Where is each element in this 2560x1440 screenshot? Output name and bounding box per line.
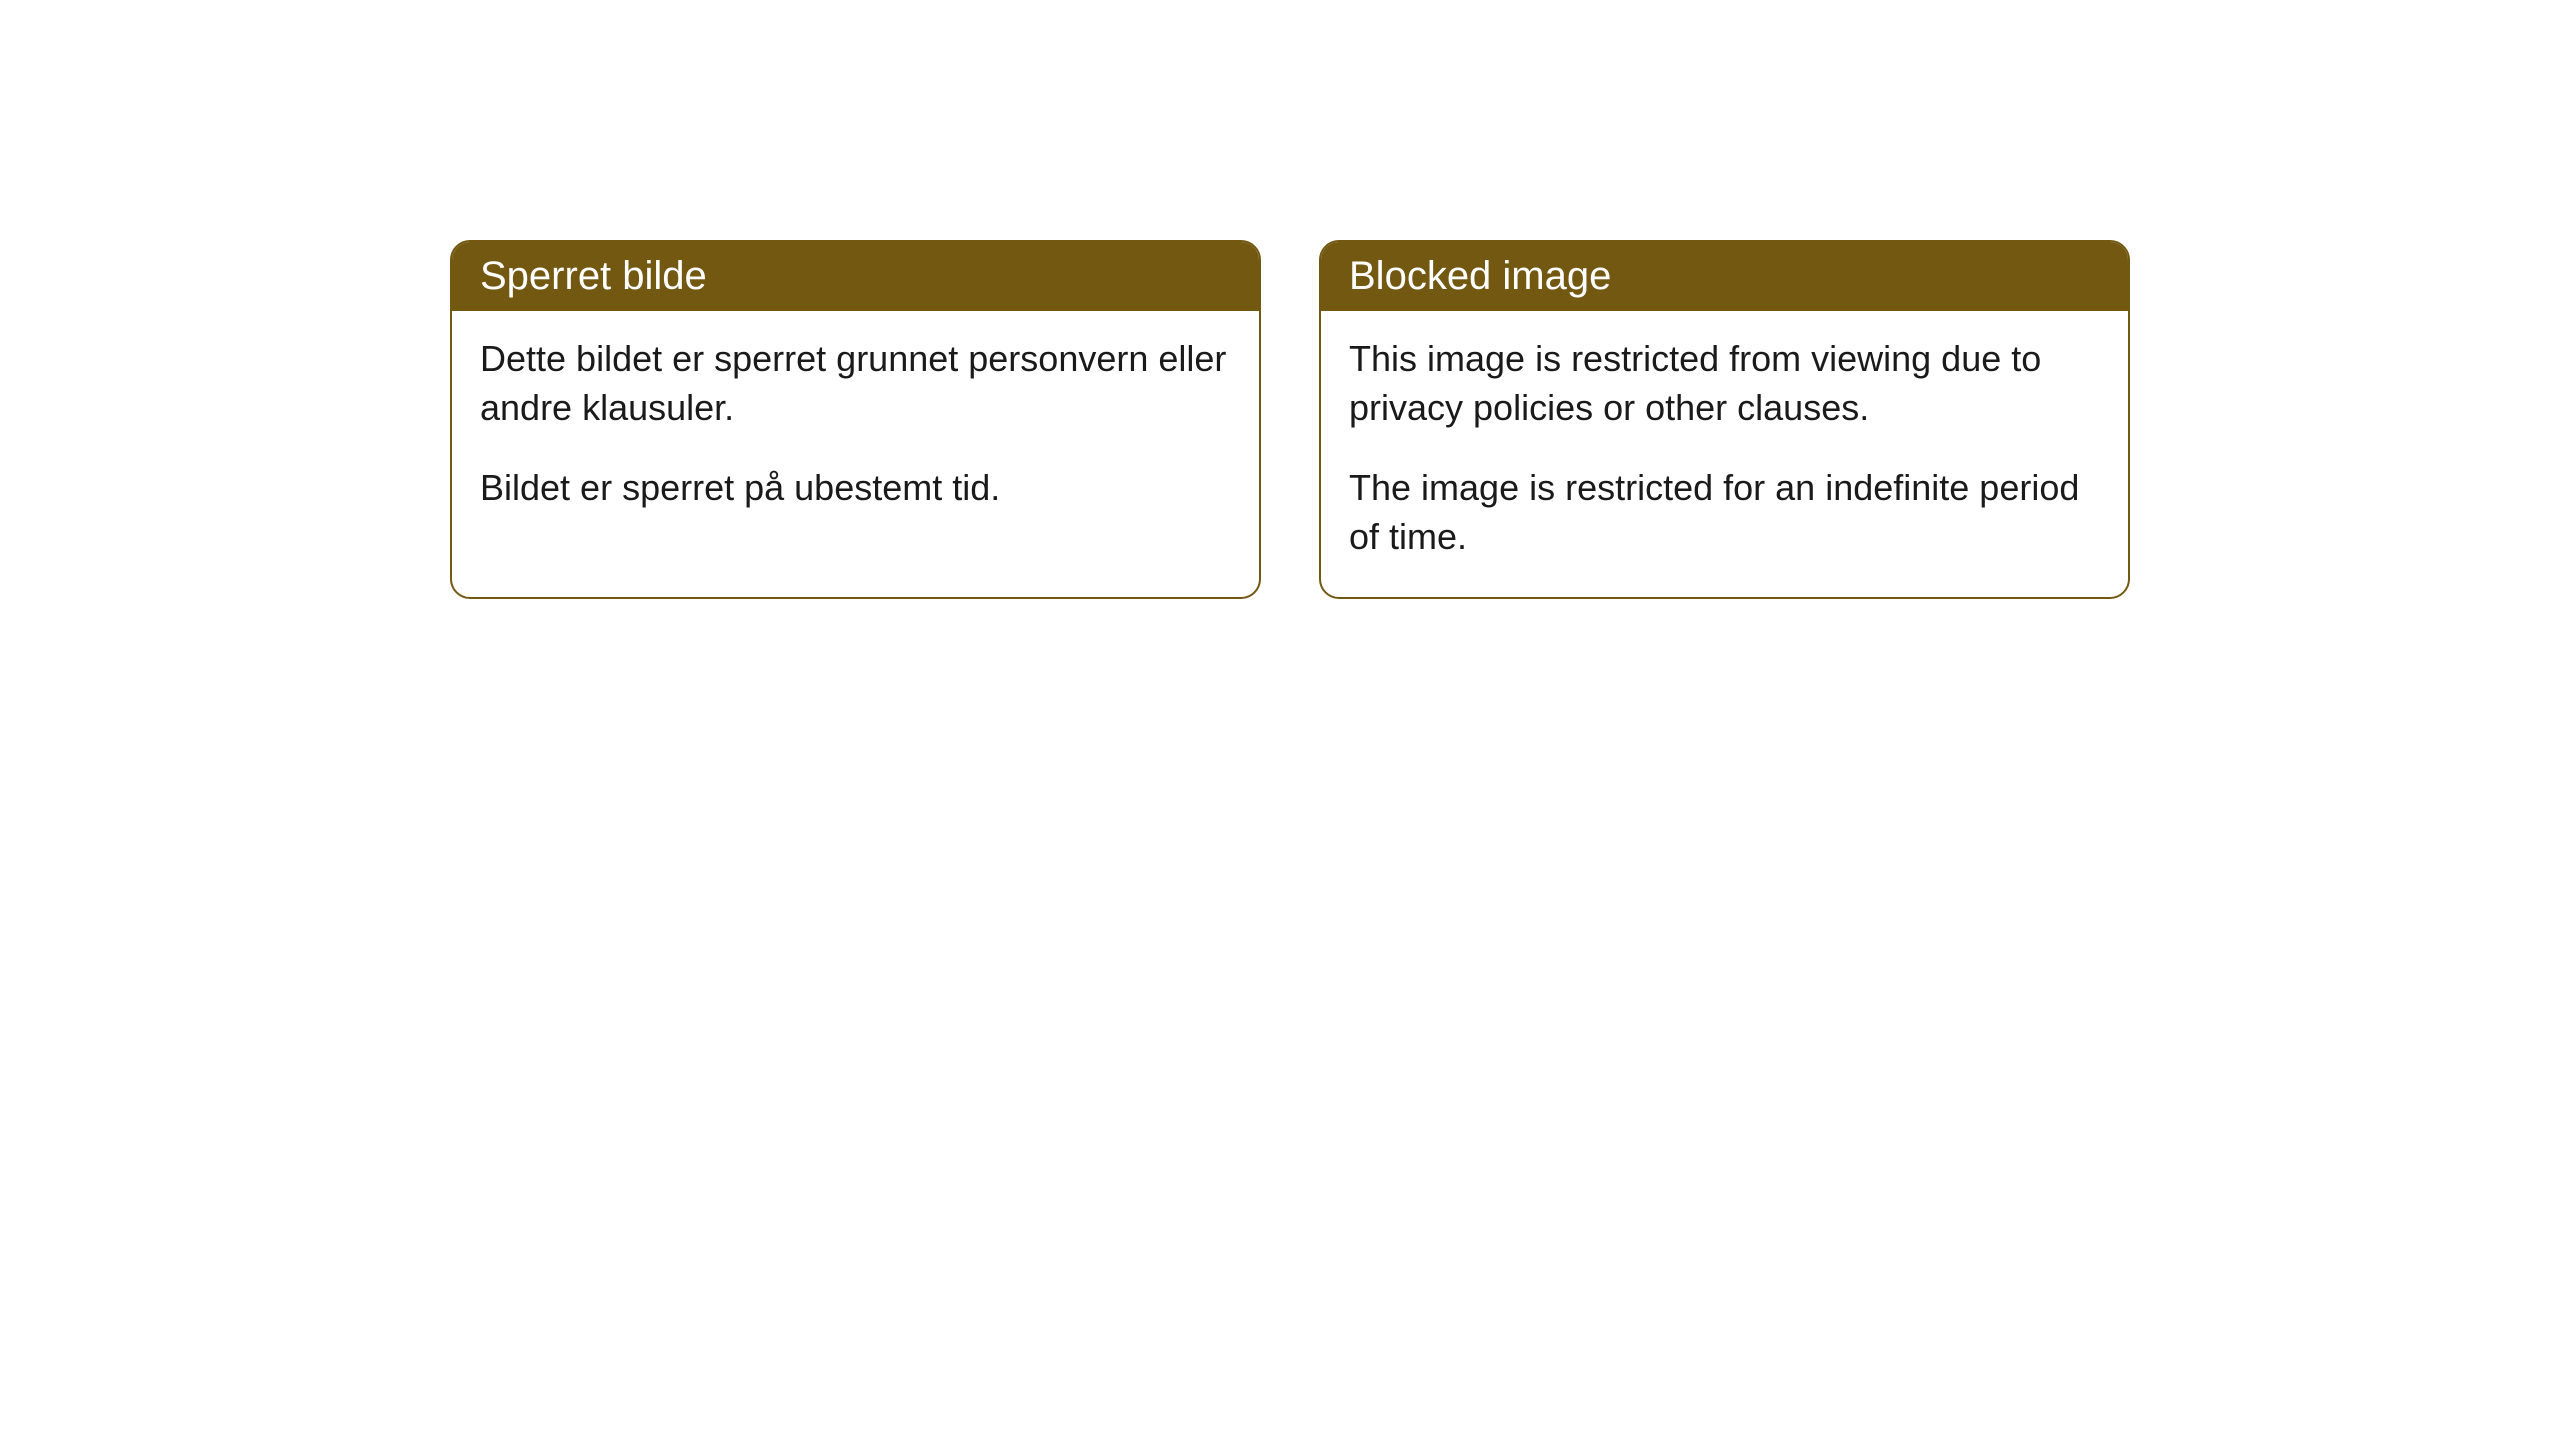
card-paragraph-2: The image is restricted for an indefinit…	[1349, 464, 2100, 561]
card-body: This image is restricted from viewing du…	[1321, 311, 2128, 597]
card-body: Dette bildet er sperret grunnet personve…	[452, 311, 1259, 549]
card-header: Blocked image	[1321, 242, 2128, 311]
card-title: Blocked image	[1349, 254, 1611, 298]
card-paragraph-2: Bildet er sperret på ubestemt tid.	[480, 464, 1231, 513]
blocked-image-card-norwegian: Sperret bilde Dette bildet er sperret gr…	[450, 240, 1261, 599]
blocked-image-card-english: Blocked image This image is restricted f…	[1319, 240, 2130, 599]
notice-cards-container: Sperret bilde Dette bildet er sperret gr…	[450, 240, 2560, 599]
card-title: Sperret bilde	[480, 254, 707, 298]
card-paragraph-1: This image is restricted from viewing du…	[1349, 335, 2100, 432]
card-header: Sperret bilde	[452, 242, 1259, 311]
card-paragraph-1: Dette bildet er sperret grunnet personve…	[480, 335, 1231, 432]
